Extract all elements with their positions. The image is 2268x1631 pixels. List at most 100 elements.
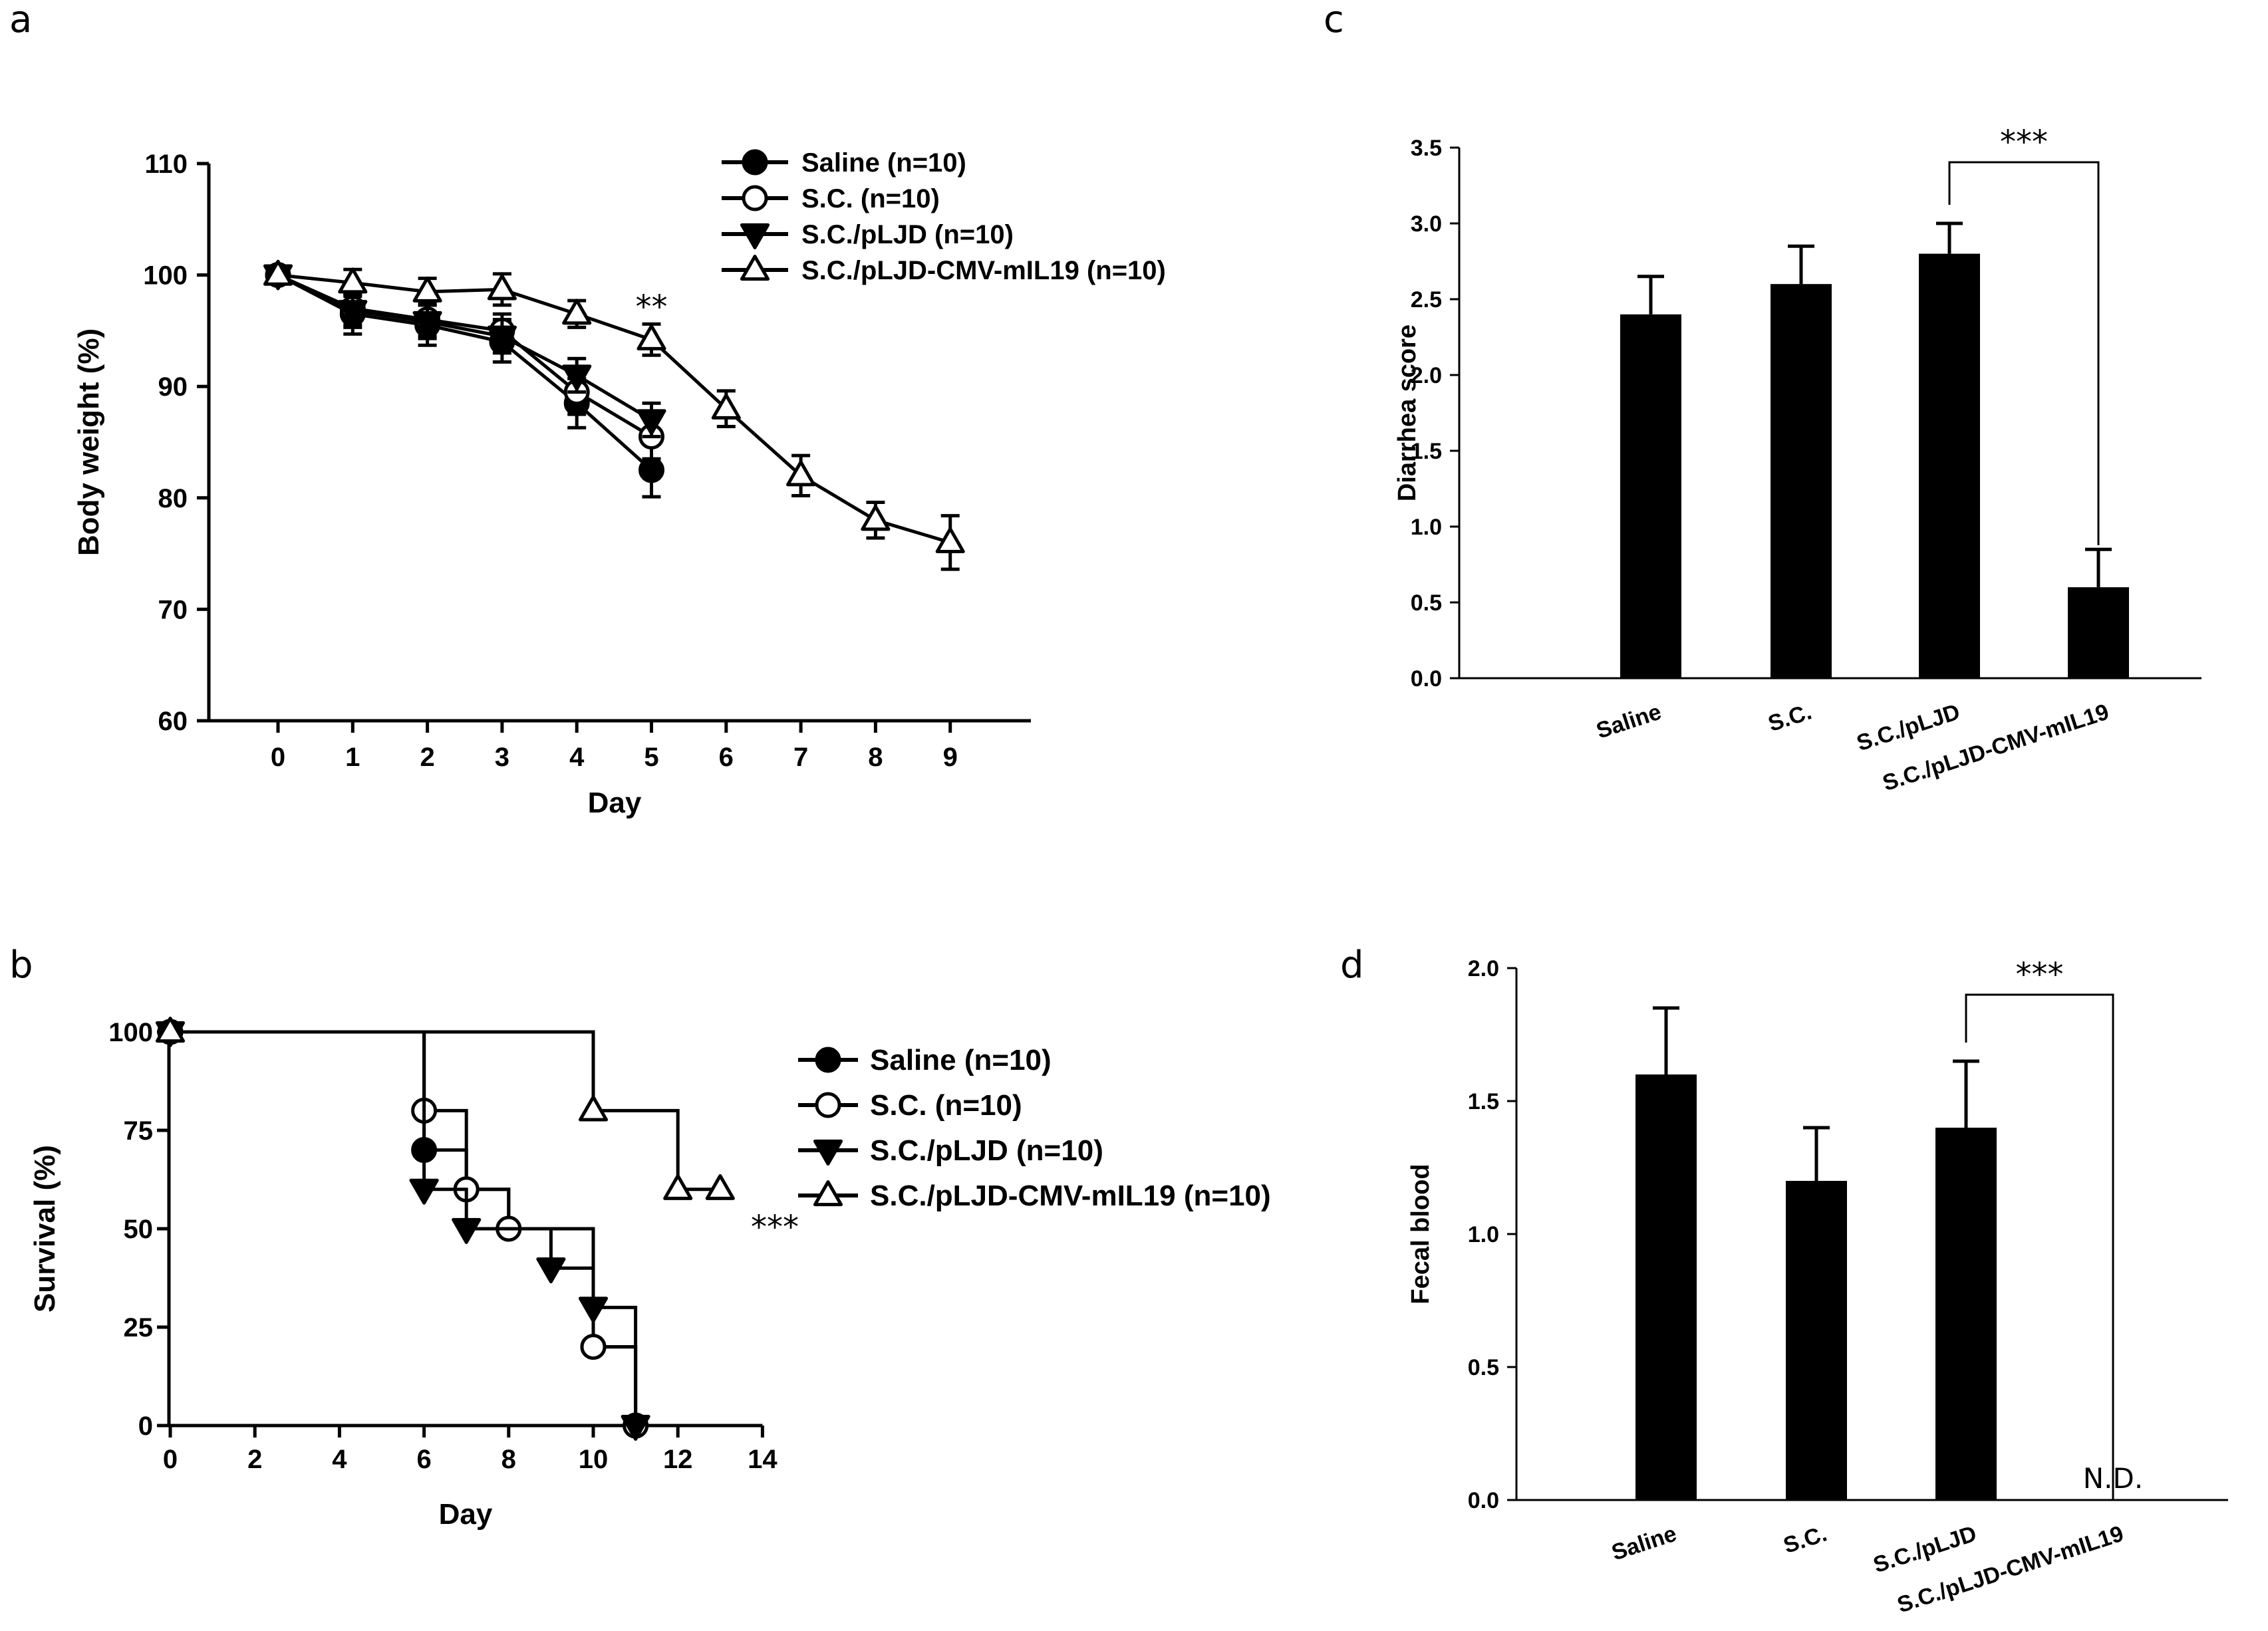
series-line: [277, 273, 951, 545]
y-tick-label: 60: [158, 707, 188, 736]
panel-a-body-weight-chart: 60 70 80 90 100 110 0 1 2 3 4 5 6 7 8 9 Day Body weight (…: [72, 148, 1166, 819]
y-tick-label: 2.5: [1411, 287, 1442, 313]
x-tick-label: 0: [163, 1445, 178, 1474]
panel-b-survival-chart: 0 25 50 75 100 0 2 4 6 8 10 12 14 Day Survival (%) *** S…: [29, 1017, 1271, 1531]
y-tick-label: 0.5: [1468, 1355, 1499, 1380]
significance-annotation: ***: [2000, 124, 2048, 161]
x-tick-label: 12: [663, 1445, 693, 1474]
data-point: [621, 1414, 650, 1441]
x-tick-label: 0: [271, 743, 285, 772]
data-point: [580, 1334, 607, 1360]
data-point: [861, 505, 891, 531]
bar-2: [1935, 1128, 1997, 1500]
y-axis-label: Survival (%): [29, 1145, 61, 1313]
survival-step-line: [170, 1030, 638, 1426]
x-tick-label: 6: [416, 1445, 431, 1474]
x-tick-label: 4: [569, 743, 585, 772]
data-point: [663, 1174, 693, 1200]
y-tick-label: 0.0: [1468, 1488, 1499, 1513]
significance-bracket: [1948, 161, 2100, 545]
data-point: [786, 460, 816, 487]
data-point: [409, 1178, 439, 1205]
significance-bracket: [1965, 993, 2114, 1500]
y-tick-label: 1.0: [1468, 1222, 1499, 1247]
legend-label: Saline (n=10): [870, 1044, 1052, 1076]
x-tick-label: 6: [719, 743, 734, 772]
data-point: [452, 1217, 482, 1244]
y-tick-label: 3.0: [1411, 211, 1442, 237]
y-tick-label: 70: [158, 595, 188, 624]
y-tick-label: 80: [158, 484, 188, 513]
data-point: [578, 1095, 609, 1122]
legend-marker: [815, 1047, 841, 1073]
significance-annotation: ***: [2016, 956, 2064, 993]
legend-marker: [813, 1180, 843, 1207]
y-axis-label: Diarrhea score: [1393, 324, 1421, 501]
legend-label: S.C./pLJD-CMV-mIL19 (n=10): [870, 1180, 1271, 1212]
panel-d-fecal-blood-chart: 0.0 0.5 1.0 1.5 2.0 Fecal blood Saline S.C. S.C.…: [1407, 956, 2228, 1618]
series-line: [277, 273, 652, 438]
legend-label: S.C./pLJD (n=10): [801, 220, 1014, 249]
y-tick-label: 0.0: [1411, 666, 1442, 691]
x-tick-label: 9: [943, 743, 958, 772]
legend-label: S.C./pLJD (n=10): [870, 1134, 1103, 1167]
x-category-label: S.C.: [1765, 699, 1815, 737]
legend-label: S.C. (n=10): [801, 184, 940, 213]
y-tick-label: 0.5: [1411, 590, 1442, 616]
legend-label: S.C./pLJD-CMV-mIL19 (n=10): [801, 256, 1166, 285]
data-point: [578, 1297, 609, 1323]
data-point: [637, 409, 666, 436]
bar-0: [1635, 1074, 1697, 1500]
data-point: [705, 1174, 735, 1200]
y-tick-label: 1.5: [1411, 439, 1442, 464]
data-point: [637, 324, 666, 350]
series-2: [155, 1021, 650, 1441]
x-tick-label: 4: [332, 1445, 347, 1474]
series-line: [277, 273, 653, 471]
y-tick-label: 100: [143, 261, 188, 291]
x-tick-label: 1: [345, 743, 360, 772]
y-tick-label: 1.0: [1411, 515, 1442, 540]
legend-label: S.C. (n=10): [870, 1089, 1022, 1122]
legend-marker: [740, 255, 770, 281]
y-tick-label: 0: [138, 1412, 153, 1441]
data-point: [155, 1017, 186, 1043]
data-point: [338, 300, 368, 326]
x-tick-label: 8: [868, 743, 883, 772]
panel-c-diarrhea-chart: 0.0 0.5 1.0 1.5 2.0 2.5 3.0 3.5 Diarrhea score Sa…: [1393, 124, 2201, 796]
data-point: [562, 364, 592, 391]
series-1: [265, 262, 664, 461]
data-point: [562, 299, 592, 325]
series-3: [155, 1017, 735, 1200]
bar-0: [1620, 314, 1681, 678]
data-point: [487, 274, 517, 301]
data-point: [711, 393, 741, 420]
panel-letter-c: c: [1324, 0, 1344, 41]
y-tick-label: 2.0: [1468, 956, 1499, 981]
data-point: [638, 457, 664, 483]
legend-marker: [742, 185, 768, 211]
y-tick-label: 25: [124, 1313, 154, 1342]
x-tick-label: 2: [420, 743, 434, 772]
y-tick-label: 3.5: [1411, 136, 1442, 161]
bar-3: [2068, 587, 2129, 678]
x-tick-label: 5: [644, 743, 658, 772]
x-axis-label: Day: [439, 1498, 493, 1531]
x-category-label: S.C./pLJD: [1854, 699, 1963, 756]
y-tick-label: 75: [124, 1116, 154, 1146]
x-category-label: S.C./pLJD: [1870, 1521, 1979, 1578]
x-tick-label: 10: [579, 1445, 609, 1474]
survival-step-line: [170, 1030, 638, 1426]
data-point: [263, 259, 293, 286]
legend-label: Saline (n=10): [801, 148, 966, 178]
x-category-label: Saline: [1593, 699, 1664, 743]
panel-letter-b: b: [9, 943, 33, 987]
y-tick-label: 2.0: [1411, 363, 1442, 388]
legend-marker: [813, 1139, 843, 1166]
panel-letter-d: d: [1340, 943, 1364, 987]
series-line: [277, 273, 652, 422]
y-tick-label: 50: [124, 1215, 154, 1244]
y-tick-label: 110: [144, 150, 188, 179]
x-tick-label: 7: [793, 743, 808, 772]
